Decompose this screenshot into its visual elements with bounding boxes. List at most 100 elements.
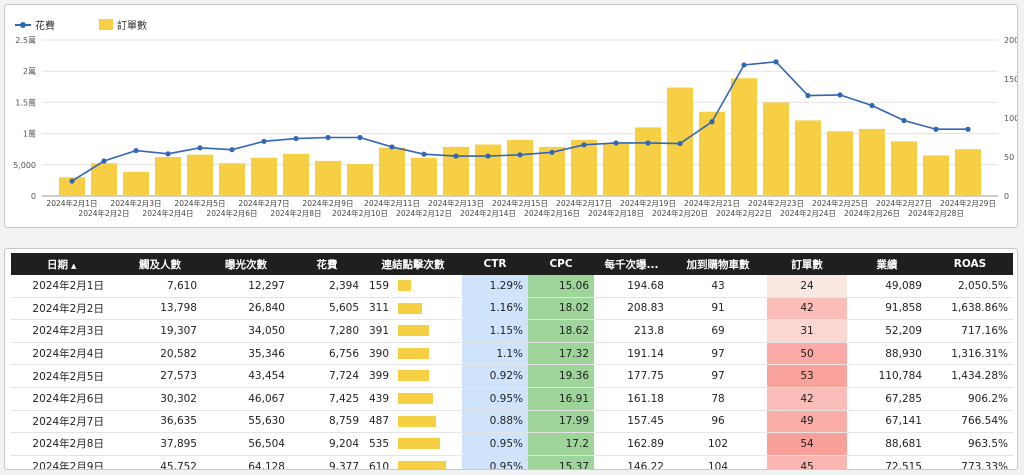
cell-clicks-value: 610 — [369, 460, 390, 470]
line-point-spend — [933, 126, 939, 132]
clicks-bar — [398, 415, 437, 427]
col-header-revenue[interactable]: 業績 — [847, 253, 927, 275]
cell-revenue: 49,089 — [847, 275, 927, 298]
cell-add-to-cart: 97 — [669, 342, 767, 366]
cell-orders: 49 — [767, 410, 847, 434]
cell-clicks-value: 311 — [369, 302, 390, 315]
bar-orders — [315, 160, 341, 196]
legend-label-spend: 花費 — [35, 19, 55, 32]
cell-clicks: 391 — [364, 319, 462, 343]
line-point-spend — [805, 92, 811, 99]
col-header-cpm[interactable]: 每千次曝... — [594, 253, 669, 275]
cell-ctr: 0.88% — [462, 410, 528, 434]
cell-orders: 50 — [767, 342, 847, 366]
x-axis-tick-label: 2024年2月6日 — [206, 208, 257, 218]
clicks-bar — [398, 460, 446, 469]
x-axis-tick-label: 2024年2月28日 — [908, 208, 964, 218]
cell-ctr: 1.16% — [462, 297, 528, 321]
col-header-impressions[interactable]: 曝光次數 — [202, 253, 290, 275]
cell-orders: 53 — [767, 364, 847, 388]
table-row[interactable]: 2024年2月7日 36,635 55,630 8,759 487 0.88% 17.99 1… — [11, 410, 1013, 434]
cell-clicks-value: 159 — [369, 279, 390, 292]
x-axis-tick-label: 2024年2月27日 — [876, 198, 932, 208]
bar-orders — [123, 171, 149, 196]
x-axis-tick-label: 2024年2月11日 — [364, 198, 420, 208]
cell-clicks: 439 — [364, 387, 462, 411]
table-row[interactable]: 2024年2月1日 7,610 12,297 2,394 159 1.29% 15.06 19… — [11, 275, 1013, 298]
left-axis-tick-label: 0 — [31, 192, 36, 201]
bar-orders — [219, 163, 245, 196]
clicks-bar — [398, 392, 433, 404]
table-row[interactable]: 2024年2月4日 20,582 35,346 6,756 390 1.1% 17.32 19… — [11, 342, 1013, 366]
cell-add-to-cart: 102 — [669, 432, 767, 456]
cell-clicks: 159 — [364, 275, 462, 298]
cell-revenue: 67,141 — [847, 410, 927, 434]
cell-impressions: 43,454 — [202, 364, 290, 388]
line-point-spend — [517, 152, 523, 158]
cell-clicks-value: 487 — [369, 415, 390, 428]
cell-roas: 2,050.5% — [927, 275, 1013, 298]
left-axis-tick-label: 5,000 — [13, 161, 36, 170]
bar-orders — [955, 149, 981, 196]
col-header-spend[interactable]: 花費 — [290, 253, 364, 275]
line-point-spend — [773, 59, 779, 65]
line-point-spend — [325, 134, 331, 141]
cell-cpc: 18.02 — [528, 297, 594, 321]
table-row[interactable]: 2024年2月6日 30,302 46,067 7,425 439 0.95% 16.91 1… — [11, 387, 1013, 411]
cell-impressions: 64,128 — [202, 455, 290, 469]
col-header-roas[interactable]: ROAS — [927, 253, 1013, 275]
line-point-spend — [133, 147, 139, 154]
cell-add-to-cart: 96 — [669, 410, 767, 434]
table-body: 2024年2月1日 7,610 12,297 2,394 159 1.29% 15.06 19… — [11, 275, 1013, 470]
cell-clicks-value: 535 — [369, 437, 390, 450]
bar-orders — [859, 128, 885, 196]
col-header-ctr[interactable]: CTR — [462, 253, 528, 275]
bar-orders — [411, 157, 437, 196]
table-row[interactable]: 2024年2月2日 13,798 26,840 5,605 311 1.16% 18.02 2… — [11, 297, 1013, 321]
cell-reach: 20,582 — [118, 342, 202, 366]
right-axis-tick-label: 200 — [1004, 36, 1017, 45]
clicks-bar — [398, 302, 423, 314]
col-header-clicks[interactable]: 連結點擊次數 — [364, 253, 462, 275]
bar-orders — [603, 142, 629, 196]
table-row[interactable]: 2024年2月8日 37,895 56,504 9,204 535 0.95% 17.2 16… — [11, 432, 1013, 456]
cell-cpc: 15.06 — [528, 275, 594, 298]
cell-orders: 42 — [767, 387, 847, 411]
right-axis-tick-label: 50 — [1004, 153, 1014, 162]
col-header-add-to-cart[interactable]: 加到購物車數 — [669, 253, 767, 275]
x-axis-tick-label: 2024年2月17日 — [556, 198, 612, 208]
x-axis-tick-label: 2024年2月10日 — [332, 208, 388, 218]
right-axis-tick-label: 150 — [1004, 75, 1017, 84]
cell-cpm: 161.18 — [594, 387, 669, 411]
cell-clicks: 311 — [364, 297, 462, 321]
col-header-orders[interactable]: 訂單數 — [767, 253, 847, 275]
legend-label-orders: 訂單數 — [117, 19, 147, 32]
cell-revenue: 52,209 — [847, 319, 927, 343]
table-row[interactable]: 2024年2月9日 45,752 64,128 9,377 610 0.95% 15.37 1… — [11, 455, 1013, 470]
sort-ascending-icon[interactable]: ▲ — [71, 261, 77, 270]
line-point-spend — [613, 140, 619, 146]
table-row[interactable]: 2024年2月3日 19,307 34,050 7,280 391 1.15% 18.62 2… — [11, 319, 1013, 343]
cell-impressions: 56,504 — [202, 432, 290, 456]
cell-roas: 1,638.86% — [927, 297, 1013, 321]
x-axis-tick-label: 2024年2月7日 — [238, 198, 289, 208]
col-header-reach[interactable]: 觸及人數 — [118, 253, 202, 275]
clicks-bar — [398, 370, 430, 382]
cell-roas: 906.2% — [927, 387, 1013, 411]
bar-orders — [251, 157, 277, 196]
cell-reach: 45,752 — [118, 455, 202, 469]
col-header-cpc[interactable]: CPC — [528, 253, 594, 275]
cell-clicks: 610 — [364, 455, 462, 470]
line-point-spend — [645, 140, 651, 146]
line-point-spend — [709, 119, 715, 125]
col-header-date[interactable]: 日期 ▲ — [11, 253, 118, 275]
cell-date: 2024年2月9日 — [11, 455, 118, 469]
bar-orders — [891, 141, 917, 196]
table-row[interactable]: 2024年2月5日 27,573 43,454 7,724 399 0.92% 19.36 1… — [11, 364, 1013, 388]
cell-add-to-cart: 43 — [669, 275, 767, 298]
bar-orders — [571, 139, 597, 196]
cell-add-to-cart: 91 — [669, 297, 767, 321]
cell-ctr: 0.92% — [462, 364, 528, 388]
cell-roas: 1,434.28% — [927, 364, 1013, 388]
cell-impressions: 26,840 — [202, 297, 290, 321]
